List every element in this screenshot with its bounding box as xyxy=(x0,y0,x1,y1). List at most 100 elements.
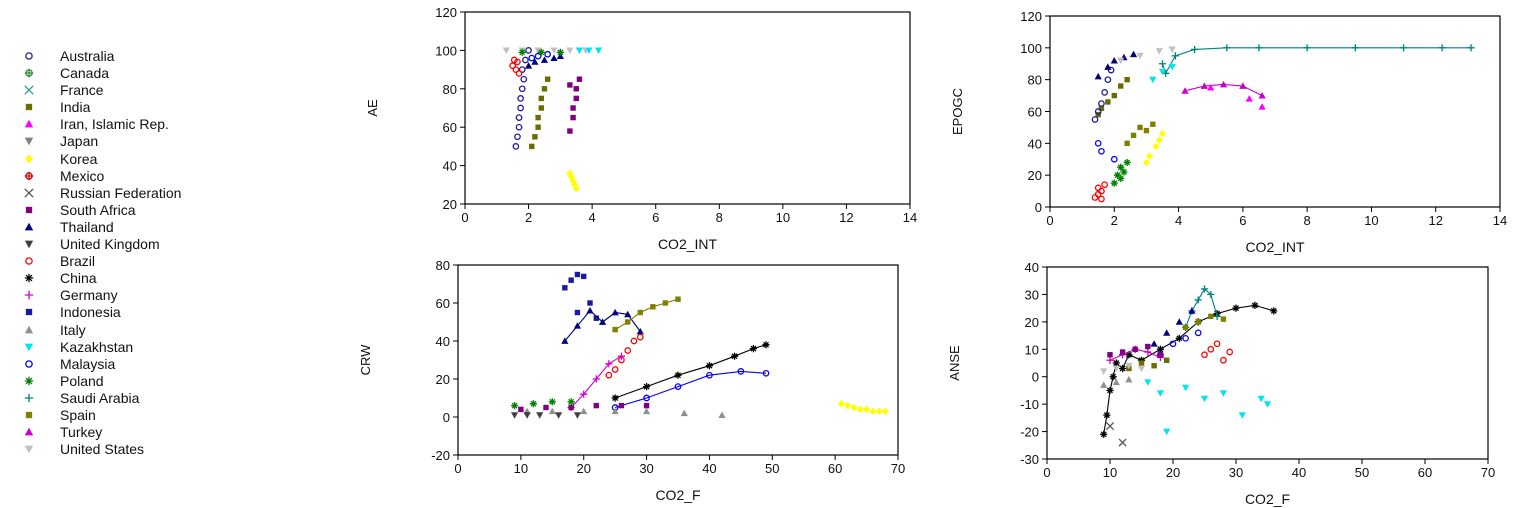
data-point xyxy=(510,402,519,410)
x-tick-label: 60 xyxy=(1418,465,1432,480)
data-point xyxy=(529,400,538,408)
legend-item-brazil: Brazil xyxy=(22,253,322,270)
legend-marker xyxy=(24,393,34,403)
data-point xyxy=(515,114,523,121)
data-point xyxy=(571,181,579,189)
iran-islamic-rep-marker-icon xyxy=(24,120,34,128)
legend-label: Thailand xyxy=(60,218,114,235)
legend-label: Spain xyxy=(60,406,96,423)
x-tick-label: 12 xyxy=(839,210,853,225)
data-point xyxy=(1194,296,1202,304)
x-tick-label: 50 xyxy=(765,461,779,476)
data-point xyxy=(529,143,535,150)
series-united-states xyxy=(1117,46,1176,65)
russian-federation-marker-icon xyxy=(24,188,34,198)
legend-item-saudi-arabia: Saudi Arabia xyxy=(22,390,322,407)
legend-item-canada: Canada xyxy=(22,65,322,82)
data-point xyxy=(514,133,521,141)
data-point xyxy=(762,369,770,377)
data-point xyxy=(1207,84,1215,91)
data-point xyxy=(541,86,548,92)
data-point xyxy=(586,307,594,314)
canada-marker-icon xyxy=(24,68,34,78)
data-point xyxy=(543,404,549,411)
data-point xyxy=(844,402,852,410)
data-point xyxy=(1152,142,1160,151)
series-spain xyxy=(612,296,681,333)
data-point xyxy=(612,326,618,333)
x-axis-label: CO2_INT xyxy=(1245,239,1305,255)
legend-label: Italy xyxy=(60,321,86,338)
data-point xyxy=(869,407,877,415)
data-point xyxy=(1107,66,1115,74)
legend-marker xyxy=(25,411,33,419)
data-point xyxy=(875,407,883,415)
series-united-kingdom xyxy=(510,412,582,419)
data-point xyxy=(1226,348,1234,356)
turkey-marker-icon xyxy=(24,427,34,436)
legend-item-spain: Spain xyxy=(22,407,322,424)
legend-label: United States xyxy=(60,441,145,458)
legend-marker xyxy=(24,291,34,300)
y-tick-label: -30 xyxy=(1020,452,1039,467)
data-point xyxy=(510,412,519,419)
y-tick-label: 20 xyxy=(1025,315,1039,330)
data-point xyxy=(1258,91,1266,99)
data-point xyxy=(573,412,582,419)
spain-marker-icon xyxy=(25,411,33,419)
legend-marker xyxy=(24,445,34,454)
series-spain xyxy=(1182,313,1227,331)
x-tick-label: 4 xyxy=(589,210,596,225)
legend-item-japan: Japan xyxy=(22,133,322,150)
legend-label: Saudi Arabia xyxy=(60,389,140,406)
y-tick-label: -10 xyxy=(1020,397,1039,412)
data-point xyxy=(567,173,576,181)
france-marker-icon xyxy=(24,85,34,95)
data-point xyxy=(522,56,529,64)
data-point xyxy=(1219,80,1228,88)
data-point xyxy=(538,105,544,111)
x-tick-label: 20 xyxy=(1166,465,1180,480)
data-point xyxy=(573,322,582,329)
data-point xyxy=(1110,56,1118,64)
data-point xyxy=(1137,365,1146,373)
y-tick-label: 60 xyxy=(1028,105,1042,120)
data-point xyxy=(531,58,539,65)
data-point xyxy=(881,407,890,415)
data-point xyxy=(1155,136,1163,144)
series-iran-islamic-rep xyxy=(1207,84,1266,110)
data-point xyxy=(528,54,536,62)
data-point xyxy=(1112,378,1120,386)
data-point xyxy=(515,123,523,131)
y-tick-label: 80 xyxy=(1028,73,1042,88)
data-point xyxy=(1467,44,1475,52)
legend-item-iran-islamic-rep: Iran, Islamic Rep. xyxy=(22,116,322,133)
malaysia-marker-icon xyxy=(25,359,33,368)
legend-marker xyxy=(25,104,33,111)
series-brazil xyxy=(509,56,523,77)
legend-marker xyxy=(24,325,34,333)
data-point xyxy=(1124,140,1130,147)
data-point xyxy=(605,371,613,379)
data-point xyxy=(643,402,650,409)
data-point xyxy=(618,402,625,409)
data-point xyxy=(514,58,521,66)
data-point xyxy=(535,124,541,130)
data-point xyxy=(1182,384,1190,392)
data-point xyxy=(1143,127,1150,134)
series-malaysia xyxy=(528,50,551,62)
data-point xyxy=(580,390,588,398)
data-point xyxy=(585,47,593,54)
data-point xyxy=(1130,132,1137,139)
data-point xyxy=(1238,412,1246,419)
x-tick-label: 2 xyxy=(525,210,532,225)
saudi-arabia-marker-icon xyxy=(24,393,34,403)
x-tick-label: 14 xyxy=(1493,213,1507,228)
y-tick-label: 20 xyxy=(1028,168,1042,183)
data-point xyxy=(1094,184,1102,192)
data-point xyxy=(1098,195,1105,203)
data-point xyxy=(570,114,576,121)
legend-item-france: France xyxy=(22,82,322,99)
data-point xyxy=(1163,428,1171,436)
